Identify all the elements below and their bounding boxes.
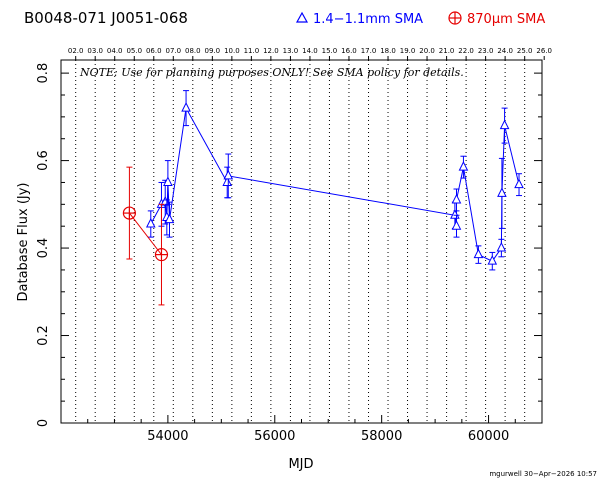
top-axis-label: 07.0 <box>165 47 181 55</box>
top-axis-label: 02.0 <box>68 47 84 55</box>
data-point <box>181 101 191 112</box>
top-axis-label: 22.0 <box>458 47 474 55</box>
top-axis-label: 14.0 <box>302 47 318 55</box>
data-point <box>497 187 507 197</box>
legend-blue-label: 1.4−1.1mm SMA <box>313 12 423 27</box>
series-line <box>150 106 520 262</box>
top-axis-label: 03.0 <box>87 47 103 55</box>
top-axis-label: 15.0 <box>322 47 338 55</box>
series-red <box>122 166 169 306</box>
x-tick-label: 58000 <box>361 429 402 444</box>
data-point <box>458 161 469 171</box>
top-axis-label: 25.0 <box>517 47 533 55</box>
year-grid <box>75 60 526 423</box>
data-point <box>223 169 234 180</box>
top-year-axis: 02.0 03.0 04.0 05.0 06.0 07.0 08.0 09.0 10.0 11.0… <box>68 47 552 60</box>
top-axis-label: 17.0 <box>361 47 377 55</box>
top-axis-label: 16.0 <box>341 47 357 55</box>
top-axis-label: 11.0 <box>244 47 260 55</box>
top-axis-label: 18.0 <box>380 47 396 55</box>
plot-frame <box>60 59 543 424</box>
y-tick-label: 0.4 <box>36 238 51 259</box>
data-series <box>122 90 524 306</box>
top-axis-label: 08.0 <box>185 47 201 55</box>
top-axis-label: 23.0 <box>478 47 494 55</box>
data-point <box>222 176 233 186</box>
footer-credit: mgurwell 30−Apr−2026 10:57 <box>489 470 597 478</box>
top-axis-label: 21.0 <box>439 47 455 55</box>
top-axis-label: 24.0 <box>497 47 513 55</box>
x-axis-ticks: 54000 56000 58000 60000 <box>60 415 543 444</box>
legend-blue: 1.4−1.1mm SMA <box>295 11 423 27</box>
triangle-marker-icon <box>295 11 309 23</box>
data-point <box>499 119 510 130</box>
y-axis-label: Database Flux (Jy) <box>16 183 31 302</box>
top-axis-label: 19.0 <box>400 47 416 55</box>
top-axis-label: 13.0 <box>283 47 299 55</box>
top-axis-label: 10.0 <box>224 47 240 55</box>
data-point <box>451 193 462 204</box>
data-point <box>164 213 175 224</box>
top-axis-label: 12.0 <box>263 47 279 55</box>
x-tick-label: 54000 <box>147 429 188 444</box>
top-axis-label: 06.0 <box>146 47 162 55</box>
y-axis-ticks: 0 0.2 0.4 0.6 0.8 <box>36 63 542 427</box>
data-point <box>163 176 173 186</box>
top-axis-label: 09.0 <box>205 47 221 55</box>
top-axis-label: 05.0 <box>126 47 142 55</box>
data-point <box>450 209 460 219</box>
y-tick-label: 0.2 <box>36 325 51 346</box>
legend-red-label: 870μm SMA <box>467 12 545 27</box>
legend-red: 870μm SMA <box>448 11 545 27</box>
top-axis-label: 04.0 <box>107 47 123 55</box>
planning-note: NOTE: Use for planning purposes ONLY! Se… <box>79 66 464 79</box>
data-point <box>145 217 156 228</box>
source-names: B0048-071 J0051-068 <box>24 9 188 27</box>
x-axis-label: MJD <box>288 457 313 472</box>
y-tick-label: 0.6 <box>36 150 51 171</box>
x-tick-label: 60000 <box>468 429 509 444</box>
data-point <box>451 220 462 230</box>
y-tick-label: 0 <box>36 419 51 427</box>
series-line <box>129 212 162 255</box>
data-point <box>473 248 484 259</box>
y-tick-label: 0.8 <box>36 63 51 84</box>
top-axis-label: 20.0 <box>419 47 435 55</box>
data-point <box>514 178 524 189</box>
data-point <box>487 255 498 265</box>
x-tick-label: 56000 <box>254 429 295 444</box>
top-axis-label: 26.0 <box>536 47 552 55</box>
data-point <box>496 241 507 252</box>
